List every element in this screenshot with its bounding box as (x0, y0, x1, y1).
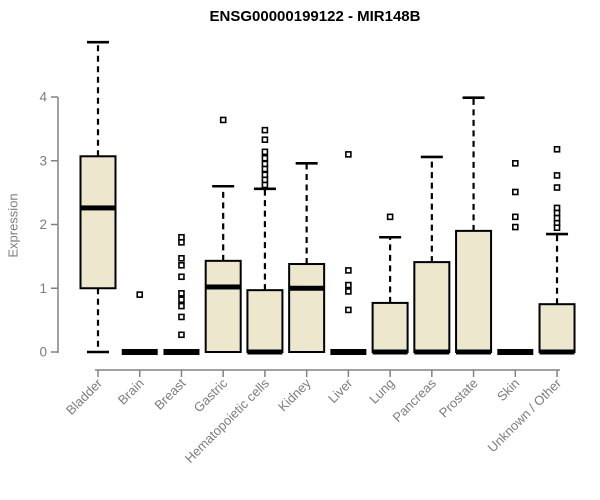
collapsed-box-brain (121, 349, 158, 355)
outlier-point-hematopoietic-cells (261, 176, 269, 184)
y-tick-label: 1 (39, 281, 47, 296)
y-tick-label: 4 (39, 90, 47, 105)
outlier-point-hematopoietic-cells (261, 165, 269, 173)
outlier-point-skin (511, 188, 519, 196)
outlier-point-breast (178, 239, 185, 246)
box-lung (371, 301, 409, 354)
box-bladder (79, 155, 117, 290)
median-line-lung (372, 349, 408, 355)
outlier-point-unknown-other (553, 209, 561, 217)
outlier-point-hematopoietic-cells (261, 160, 269, 168)
x-tick-label-brain: Brain (115, 376, 147, 408)
median-line-hematopoietic-cells (247, 349, 283, 355)
box-prostate (455, 229, 493, 353)
outlier-point-breast (178, 302, 185, 310)
x-tick-label-lung: Lung (366, 376, 397, 407)
outlier-point-liver (345, 306, 352, 314)
outlier-point-unknown-other (553, 204, 561, 212)
outlier-point-skin (511, 213, 519, 221)
y-tick-label: 0 (39, 345, 47, 360)
outlier-point-breast (178, 290, 185, 297)
box-pancreas (413, 261, 451, 353)
median-line-unknown-other (539, 349, 575, 355)
outlier-point-liver (345, 151, 352, 158)
x-tick-label-liver: Liver (325, 375, 356, 406)
median-line-gastric (205, 284, 241, 290)
x-tick-label-skin: Skin (494, 376, 522, 404)
box-hematopoietic-cells (246, 289, 284, 354)
median-line-pancreas (414, 349, 450, 355)
outlier-point-breast (178, 273, 185, 281)
outlier-point-unknown-other (553, 184, 561, 191)
outlier-point-liver (345, 281, 352, 289)
outlier-point-hematopoietic-cells (261, 171, 269, 179)
x-tick-label-kidney: Kidney (275, 375, 314, 414)
outlier-point-liver (345, 267, 352, 274)
collapsed-box-liver (330, 349, 367, 355)
chart-title: ENSG00000199122 - MIR148B (209, 8, 421, 25)
outlier-point-skin (511, 223, 519, 231)
x-tick-label-pancreas: Pancreas (390, 375, 440, 425)
outlier-point-liver (345, 288, 352, 295)
outlier-point-brain (136, 291, 144, 298)
x-tick-label-gastric: Gastric (191, 375, 231, 415)
outlier-point-breast (178, 313, 185, 321)
x-tick-label-unknown-other: Unknown / Other (485, 375, 565, 455)
outlier-point-breast (178, 331, 185, 339)
collapsed-box-breast (163, 349, 200, 355)
x-tick-label-breast: Breast (151, 375, 188, 412)
median-line-kidney (289, 285, 325, 291)
box-gastric (204, 259, 242, 353)
x-tick-label-prostate: Prostate (436, 376, 481, 421)
outlier-point-unknown-other (553, 172, 561, 179)
outlier-point-breast (178, 296, 185, 304)
outlier-point-lung (386, 213, 394, 221)
y-tick-label: 2 (39, 217, 47, 232)
outlier-point-unknown-other (553, 214, 561, 222)
outlier-point-gastric (219, 116, 227, 124)
outlier-point-breast (178, 254, 185, 262)
y-tick-label: 3 (39, 153, 47, 168)
outlier-point-skin (511, 160, 519, 167)
box-unknown-other (538, 303, 576, 353)
outlier-point-breast (178, 261, 185, 269)
median-line-bladder (80, 205, 116, 211)
outlier-point-hematopoietic-cells (261, 154, 269, 162)
outlier-point-hematopoietic-cells (261, 181, 269, 189)
outlier-point-breast (178, 233, 185, 241)
outlier-point-unknown-other (553, 224, 561, 231)
box-kidney (288, 263, 326, 353)
outlier-point-hematopoietic-cells (261, 148, 269, 156)
outlier-point-hematopoietic-cells (261, 126, 269, 134)
collapsed-box-skin (497, 349, 534, 355)
outlier-point-unknown-other (553, 145, 561, 153)
outlier-point-hematopoietic-cells (261, 136, 269, 144)
median-line-prostate (456, 349, 492, 355)
x-tick-label-bladder: Bladder (63, 375, 106, 418)
